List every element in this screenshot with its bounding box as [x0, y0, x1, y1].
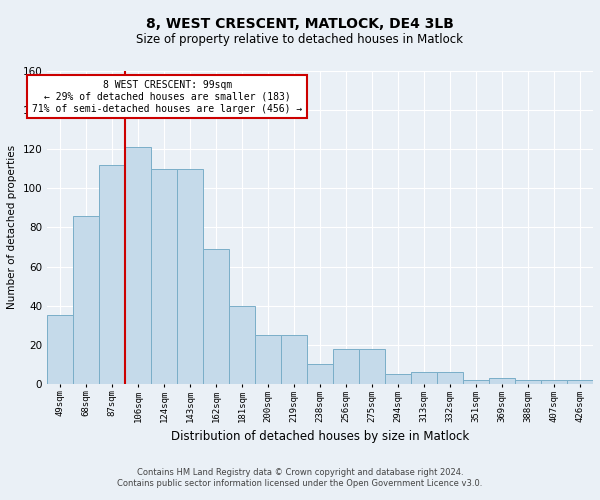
Y-axis label: Number of detached properties: Number of detached properties: [7, 146, 17, 310]
Text: 8 WEST CRESCENT: 99sqm
← 29% of detached houses are smaller (183)
71% of semi-de: 8 WEST CRESCENT: 99sqm ← 29% of detached…: [32, 80, 302, 114]
Text: 8, WEST CRESCENT, MATLOCK, DE4 3LB: 8, WEST CRESCENT, MATLOCK, DE4 3LB: [146, 18, 454, 32]
Text: Size of property relative to detached houses in Matlock: Size of property relative to detached ho…: [137, 32, 464, 46]
Bar: [359, 348, 385, 384]
Bar: [333, 348, 359, 384]
Bar: [541, 380, 567, 384]
Text: Contains HM Land Registry data © Crown copyright and database right 2024.
Contai: Contains HM Land Registry data © Crown c…: [118, 468, 482, 487]
Bar: [489, 378, 515, 384]
Bar: [73, 216, 99, 384]
Bar: [177, 168, 203, 384]
Bar: [307, 364, 333, 384]
Bar: [125, 147, 151, 384]
Bar: [411, 372, 437, 384]
Bar: [229, 306, 255, 384]
X-axis label: Distribution of detached houses by size in Matlock: Distribution of detached houses by size …: [171, 430, 469, 443]
Bar: [99, 165, 125, 384]
Bar: [437, 372, 463, 384]
Bar: [385, 374, 411, 384]
Bar: [203, 249, 229, 384]
Bar: [255, 335, 281, 384]
Bar: [463, 380, 489, 384]
Bar: [151, 168, 177, 384]
Bar: [567, 380, 593, 384]
Bar: [515, 380, 541, 384]
Bar: [281, 335, 307, 384]
Bar: [47, 316, 73, 384]
